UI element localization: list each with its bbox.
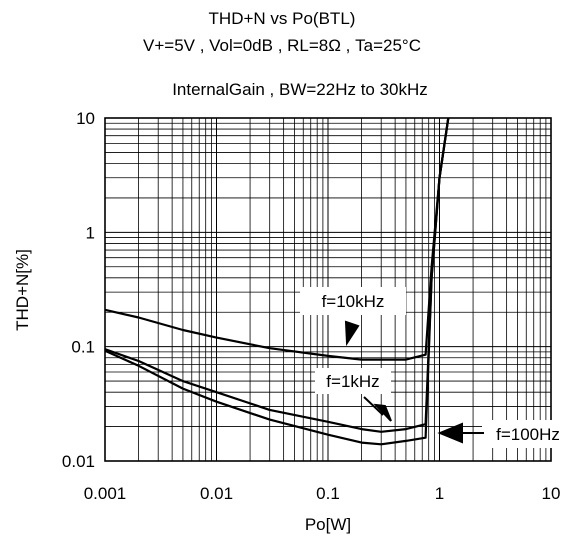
x-axis-label: Po[W] (305, 515, 351, 534)
annotation-10khz: f=10kHz (322, 292, 385, 311)
curves (105, 118, 448, 444)
x-tick-labels: 0.001 0.01 0.1 1 10 (84, 484, 561, 503)
arrow-1khz (376, 405, 391, 421)
x-tick-label: 0.001 (84, 484, 127, 503)
series-line-f-1khz (105, 118, 448, 432)
y-tick-label: 1 (86, 223, 95, 242)
arrow-10khz (346, 322, 358, 343)
x-tick-label: 1 (435, 484, 444, 503)
series-line-f-10khz (105, 118, 448, 360)
annotation-1khz: f=1kHz (326, 372, 379, 391)
x-tick-label: 0.01 (200, 484, 233, 503)
chart-title: THD+N vs Po(BTL) (209, 9, 356, 28)
y-axis-label: THD+N[%] (13, 249, 32, 331)
annotation-100hz: f=100Hz (496, 425, 560, 444)
chart-subtitle: V+=5V , Vol=0dB , RL=8Ω , Ta=25°C (143, 36, 421, 55)
y-tick-label: 0.1 (71, 338, 95, 357)
y-tick-label: 0.01 (62, 452, 95, 471)
series-line-f-100hz (105, 118, 448, 444)
y-tick-labels: 0.01 0.1 1 10 (62, 109, 95, 471)
x-tick-label: 10 (542, 484, 561, 503)
x-tick-label: 0.1 (316, 484, 340, 503)
y-tick-label: 10 (76, 109, 95, 128)
chart-condition: InternalGain , BW=22Hz to 30kHz (172, 80, 428, 99)
